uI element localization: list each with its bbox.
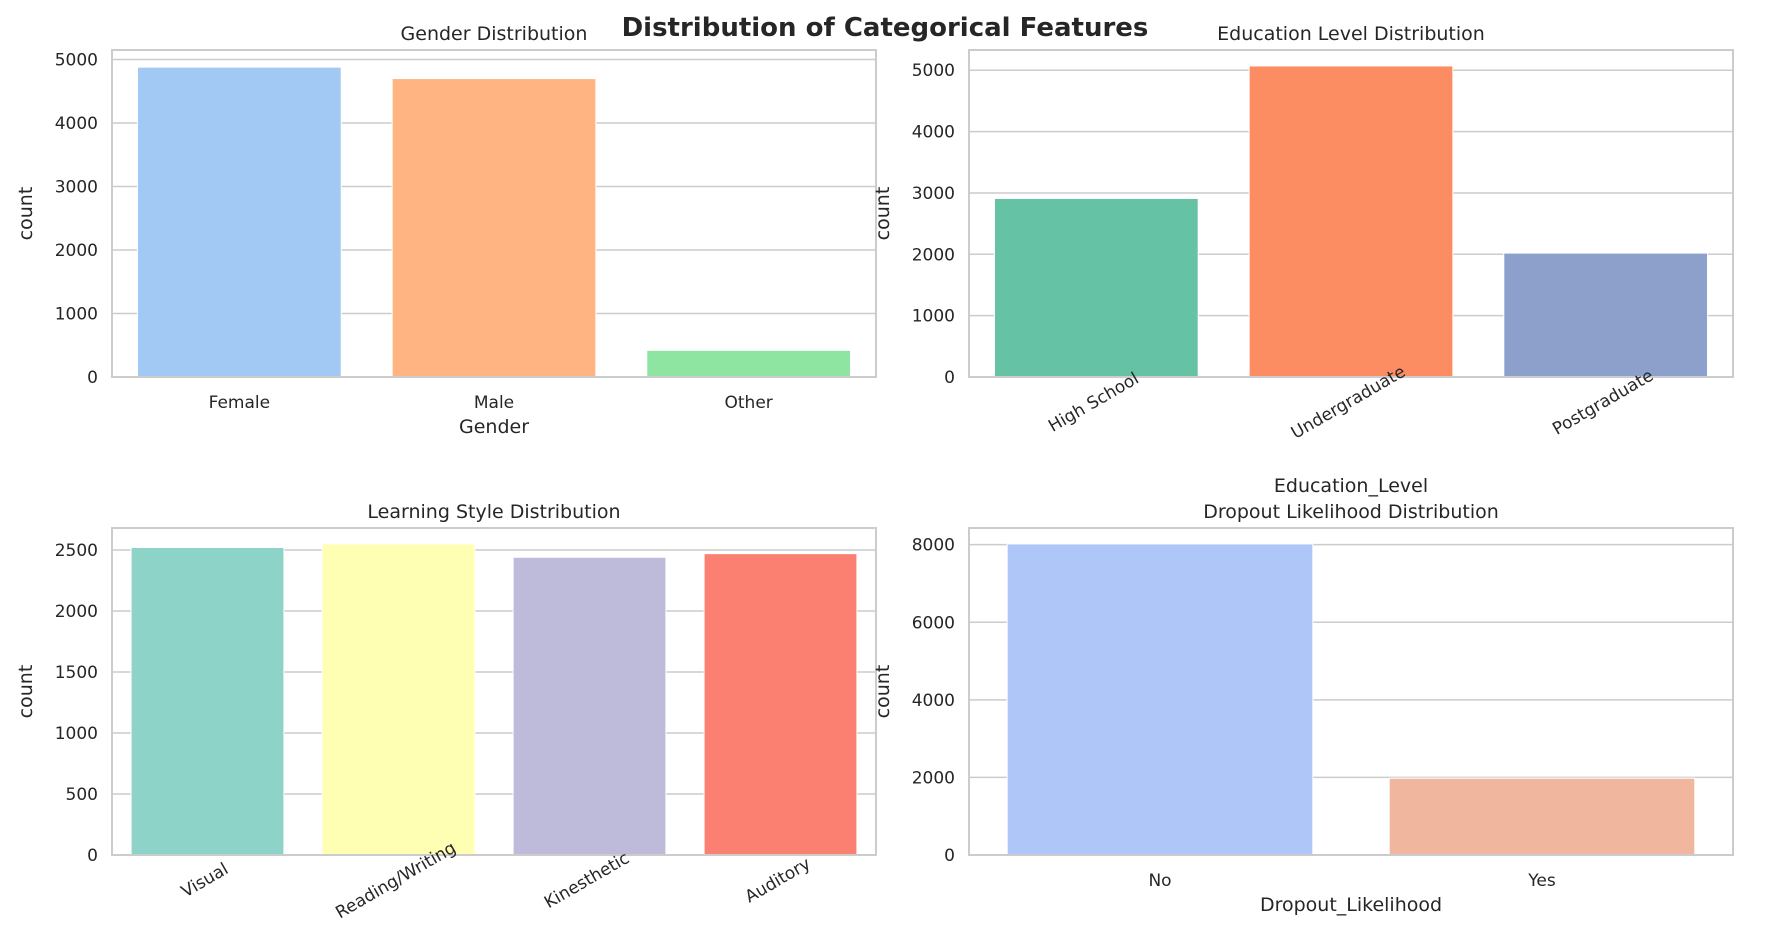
x-tick-label: Other [725,393,773,413]
bar [130,547,285,856]
y-tick-label: 4000 [55,114,98,134]
bar [1388,777,1696,856]
y-tick-label: 6000 [912,613,955,633]
y-tick-label: 5000 [912,61,955,81]
plot-frame [111,527,877,856]
bar [321,543,476,856]
plot-frame [111,49,877,378]
y-tick-label: 0 [87,846,98,866]
y-tick-label: 5000 [55,51,98,71]
x-axis-label: Education_Level [1274,475,1428,497]
y-tick-label: 0 [944,846,955,866]
y-axis-label: count [15,665,37,719]
y-tick-label: 500 [66,785,98,805]
y-tick-label: 1000 [912,307,955,327]
x-tick-label: High School [1045,369,1142,437]
chart-panel-1: 0 1000 2000 3000 4000 5000 Female Male Other Gend… [15,23,877,438]
chart-title: Education Level Distribution [1217,23,1485,45]
chart-title: Learning Style Distribution [367,501,620,523]
bar [512,556,667,856]
bar [1248,65,1454,378]
x-axis-label: Gender [459,416,529,438]
y-tick-label: 1000 [55,724,98,744]
plot-frame [968,49,1734,378]
y-axis-label: count [872,665,894,719]
x-tick-label: Auditory [742,854,814,907]
y-tick-label: 2000 [55,602,98,622]
y-tick-label: 2000 [912,768,955,788]
plot-frame [968,527,1734,856]
y-tick-label: 0 [944,368,955,388]
y-axis-label: count [15,187,37,241]
y-axis-label: count [872,187,894,241]
x-tick-label: Kinesthetic [541,848,633,913]
x-tick-label: Visual [178,859,232,902]
figure-title: Distribution of Categorical Features [622,13,1149,43]
x-axis-label: Dropout_Likelihood [1260,894,1442,916]
bar [391,78,597,378]
bar [993,197,1199,378]
bar [646,349,852,378]
chart-title: Dropout Likelihood Distribution [1203,501,1499,523]
bar [1006,543,1314,856]
y-tick-label: 1500 [55,663,98,683]
y-tick-label: 8000 [912,536,955,556]
y-tick-label: 1000 [55,305,98,325]
chart-title: Gender Distribution [401,23,588,45]
x-tick-label: Female [209,393,270,413]
y-tick-label: 3000 [912,184,955,204]
y-tick-label: 2000 [912,245,955,265]
bar [1503,252,1709,378]
x-tick-label: Yes [1527,871,1556,891]
y-tick-label: 4000 [912,123,955,143]
bar [136,66,342,378]
y-tick-label: 3000 [55,178,98,198]
y-tick-label: 4000 [912,691,955,711]
bar [703,553,858,856]
y-tick-label: 2000 [55,241,98,261]
y-tick-label: 2500 [55,541,98,561]
x-tick-label: No [1148,871,1171,891]
y-tick-label: 0 [87,368,98,388]
chart-panel-4: 0 2000 4000 6000 8000 No Yes Dropout Likelihood… [872,501,1734,916]
x-tick-label: Male [474,393,514,413]
